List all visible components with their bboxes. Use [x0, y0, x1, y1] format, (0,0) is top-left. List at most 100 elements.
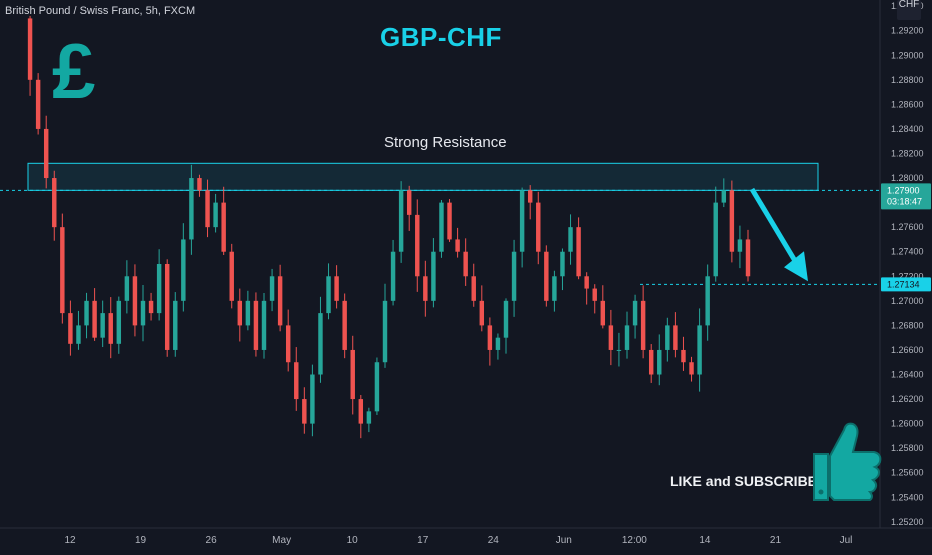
candle-body[interactable]	[632, 300, 638, 326]
candle-body[interactable]	[35, 79, 41, 129]
candle-body[interactable]	[92, 300, 97, 338]
candle-body[interactable]	[681, 349, 686, 363]
candle-body[interactable]	[721, 190, 727, 203]
candle-body[interactable]	[27, 18, 33, 80]
candle-body[interactable]	[745, 239, 751, 277]
candle-body[interactable]	[366, 411, 372, 424]
candle-body[interactable]	[116, 300, 122, 344]
candle-body[interactable]	[471, 276, 476, 301]
candle-body[interactable]	[519, 190, 525, 252]
candle-body[interactable]	[592, 288, 597, 301]
candle-body[interactable]	[584, 276, 589, 289]
candle-body[interactable]	[455, 239, 460, 252]
candle-body[interactable]	[713, 202, 718, 277]
candle-body[interactable]	[269, 276, 275, 301]
candle-body[interactable]	[302, 399, 307, 424]
price-tick-label: 1.27600	[891, 222, 924, 232]
candle-body[interactable]	[358, 399, 364, 424]
candle-body[interactable]	[334, 276, 339, 301]
candle-body[interactable]	[52, 178, 57, 228]
candle-body[interactable]	[447, 202, 452, 240]
candle-body[interactable]	[140, 300, 146, 326]
candle-body[interactable]	[229, 251, 234, 301]
candle-body[interactable]	[310, 374, 315, 424]
candle-body[interactable]	[318, 313, 323, 375]
resistance-zone[interactable]	[27, 162, 819, 191]
candle-body[interactable]	[463, 251, 468, 277]
candle-body[interactable]	[60, 227, 65, 314]
current-price-badge[interactable]	[881, 183, 931, 210]
candle-body[interactable]	[737, 239, 743, 252]
candle-body[interactable]	[648, 349, 654, 375]
price-axis-panel[interactable]	[880, 0, 932, 550]
candle-body[interactable]	[689, 362, 694, 375]
candle-body[interactable]	[729, 190, 735, 252]
candle-body[interactable]	[76, 325, 81, 344]
candle-body[interactable]	[350, 349, 355, 400]
candle-body[interactable]	[164, 264, 170, 350]
candle-body[interactable]	[108, 313, 113, 344]
candle-body[interactable]	[624, 325, 630, 350]
candle-body[interactable]	[439, 202, 444, 252]
candle-body[interactable]	[84, 300, 89, 326]
candle-body[interactable]	[495, 337, 501, 350]
candle-body[interactable]	[245, 300, 251, 326]
candle-body[interactable]	[261, 300, 267, 350]
candle-body[interactable]	[406, 190, 412, 215]
candle-body[interactable]	[173, 300, 178, 350]
candle-body[interactable]	[487, 325, 493, 350]
candle-body[interactable]	[197, 178, 202, 191]
candle-body[interactable]	[253, 300, 259, 350]
candle-body[interactable]	[390, 251, 396, 301]
candle-body[interactable]	[132, 276, 138, 326]
time-tick-label: 12:00	[622, 535, 647, 546]
candle-body[interactable]	[68, 313, 73, 344]
candle-body[interactable]	[285, 325, 291, 363]
candle-body[interactable]	[423, 276, 428, 301]
candle-body[interactable]	[415, 214, 420, 277]
candle-body[interactable]	[189, 178, 194, 240]
target-price-badge[interactable]	[881, 277, 931, 292]
currency-badge[interactable]: CHF	[897, 0, 921, 20]
candle-body[interactable]	[552, 276, 557, 301]
candle-body[interactable]	[213, 202, 218, 228]
candle-body[interactable]	[503, 300, 509, 338]
candle-body[interactable]	[156, 264, 162, 314]
candle-body[interactable]	[544, 251, 549, 301]
candle-body[interactable]	[342, 300, 347, 350]
candle-body[interactable]	[536, 202, 541, 252]
candle-body[interactable]	[616, 349, 622, 351]
candle-body[interactable]	[600, 300, 606, 326]
candle-body[interactable]	[568, 227, 573, 252]
candle-body[interactable]	[560, 251, 565, 277]
candle-body[interactable]	[511, 251, 517, 301]
candle-body[interactable]	[237, 300, 243, 326]
candle-body[interactable]	[277, 276, 283, 326]
candle-body[interactable]	[576, 227, 581, 277]
candle-body[interactable]	[100, 313, 105, 338]
candle-body[interactable]	[205, 190, 210, 228]
candle-body[interactable]	[43, 128, 49, 179]
candle-body[interactable]	[398, 190, 404, 252]
candle-body[interactable]	[326, 276, 331, 314]
candle-body[interactable]	[673, 325, 678, 350]
candle-body[interactable]	[697, 325, 702, 375]
time-tick-label: 24	[488, 535, 500, 546]
candle-body[interactable]	[608, 325, 614, 350]
candle-body[interactable]	[294, 362, 299, 400]
candle-body[interactable]	[431, 251, 436, 301]
candle-body[interactable]	[221, 202, 226, 252]
candle-body[interactable]	[181, 239, 186, 301]
candle-body[interactable]	[527, 190, 533, 203]
candle-body[interactable]	[657, 349, 662, 375]
candle-body[interactable]	[479, 300, 485, 326]
candle-body[interactable]	[640, 300, 646, 350]
candle-body[interactable]	[382, 300, 388, 363]
candle-body[interactable]	[665, 325, 670, 350]
candle-body[interactable]	[705, 276, 710, 326]
candle-body[interactable]	[148, 300, 154, 314]
candle-body[interactable]	[124, 276, 130, 301]
candle-body[interactable]	[374, 362, 380, 412]
